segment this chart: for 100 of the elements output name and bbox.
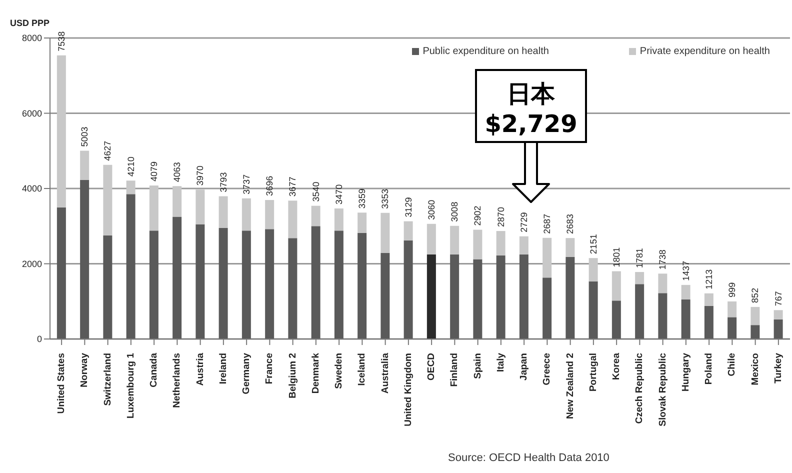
x-tick-label: France	[264, 353, 276, 384]
legend-label: Public expenditure on health	[422, 46, 549, 57]
x-tick-label: Luxembourg 1	[125, 352, 136, 418]
bar	[750, 325, 760, 339]
bar	[172, 186, 182, 217]
bar	[358, 232, 367, 339]
total-label: 3470	[334, 184, 344, 204]
total-label: 2902	[472, 206, 483, 226]
bar	[519, 236, 528, 254]
total-label: 1437	[680, 260, 691, 281]
x-tick-label: Czech Republic	[634, 353, 646, 424]
total-label: 1213	[704, 269, 714, 290]
x-tick-label: Chile	[726, 353, 738, 376]
bar	[473, 259, 482, 339]
x-tick-label: Iceland	[356, 352, 368, 386]
bar	[681, 284, 690, 300]
total-label: 3970	[195, 166, 206, 186]
legend-label: Private expenditure on health	[638, 46, 770, 57]
bar	[56, 207, 66, 339]
bar	[80, 180, 90, 339]
total-label: 999	[727, 282, 738, 298]
total-label: 7538	[56, 31, 66, 52]
total-label: 4210	[126, 156, 136, 177]
total-label: 2687	[542, 214, 552, 234]
x-tick-label: Hungary	[680, 352, 692, 392]
total-label: 3060	[426, 200, 436, 220]
y-tick-label: 6000	[22, 108, 42, 118]
bar	[103, 236, 112, 339]
x-tick-label: Finland	[449, 352, 460, 387]
bar	[380, 212, 390, 253]
bar	[311, 226, 320, 339]
x-tick-label: United Kingdom	[402, 353, 414, 426]
x-tick-label: Turkey	[772, 352, 784, 384]
bar	[496, 231, 506, 256]
bar	[242, 198, 251, 231]
total-label: 767	[773, 291, 784, 306]
bar	[426, 254, 436, 339]
bar	[288, 238, 298, 339]
total-label: 3793	[218, 172, 228, 192]
bar	[56, 55, 66, 208]
bar	[149, 186, 158, 231]
bar	[126, 180, 136, 194]
bar	[566, 238, 575, 257]
bar	[612, 300, 621, 339]
total-label: 4079	[148, 161, 159, 182]
total-label: 3540	[310, 182, 321, 202]
total-label: 2870	[496, 206, 506, 228]
bar	[473, 230, 482, 260]
bar	[542, 278, 552, 339]
total-label: 2729	[518, 212, 529, 232]
x-tick-label: Australia	[380, 352, 391, 394]
x-tick-label: Slovak Republic	[657, 353, 668, 426]
bar	[126, 194, 136, 339]
annotation: 日本 $2,729	[484, 80, 578, 138]
bar	[728, 317, 737, 339]
y-tick-label: 2000	[22, 258, 42, 269]
bar	[519, 254, 528, 339]
bar	[588, 281, 598, 339]
total-label: 2151	[588, 234, 598, 254]
total-label: 4063	[172, 162, 182, 182]
y-tick-label: 4000	[22, 184, 42, 194]
bar	[380, 252, 390, 339]
bar	[635, 272, 644, 284]
bar	[566, 256, 575, 339]
bar	[450, 226, 460, 254]
bar	[774, 310, 783, 320]
bar	[426, 224, 436, 254]
bar	[288, 200, 298, 238]
total-label: 3696	[264, 176, 275, 196]
bar	[704, 306, 714, 339]
total-label: 3008	[450, 202, 460, 222]
x-tick-label: Ireland	[218, 352, 229, 384]
bar	[311, 206, 320, 226]
total-label: 1781	[634, 248, 645, 268]
total-label: 852	[750, 288, 760, 303]
bar	[774, 319, 783, 339]
y-axis-title: USD PPP	[10, 18, 50, 28]
bar	[218, 228, 228, 339]
x-tick-label: Sweden	[334, 352, 345, 389]
x-tick-label: Canada	[148, 352, 160, 388]
bar	[658, 293, 668, 339]
x-tick-label: United States	[56, 353, 68, 414]
x-tick-label: OECD	[426, 352, 438, 380]
bar	[334, 230, 344, 339]
x-tick-label: Portugal	[588, 353, 599, 392]
x-tick-label: Denmark	[310, 352, 322, 394]
total-label: 2683	[565, 214, 576, 234]
bar	[172, 216, 182, 339]
bar	[358, 212, 367, 233]
bar	[404, 240, 413, 339]
bar	[242, 230, 251, 339]
x-tick-label: Poland	[704, 352, 715, 385]
bar	[728, 301, 737, 318]
bar	[612, 271, 621, 301]
total-label: 3677	[288, 176, 298, 197]
x-tick-label: Spain	[472, 352, 484, 379]
x-tick-label: Netherlands	[172, 353, 183, 408]
total-label: 3353	[380, 188, 390, 209]
x-tick-label: Austria	[194, 352, 206, 386]
bar	[450, 254, 460, 339]
